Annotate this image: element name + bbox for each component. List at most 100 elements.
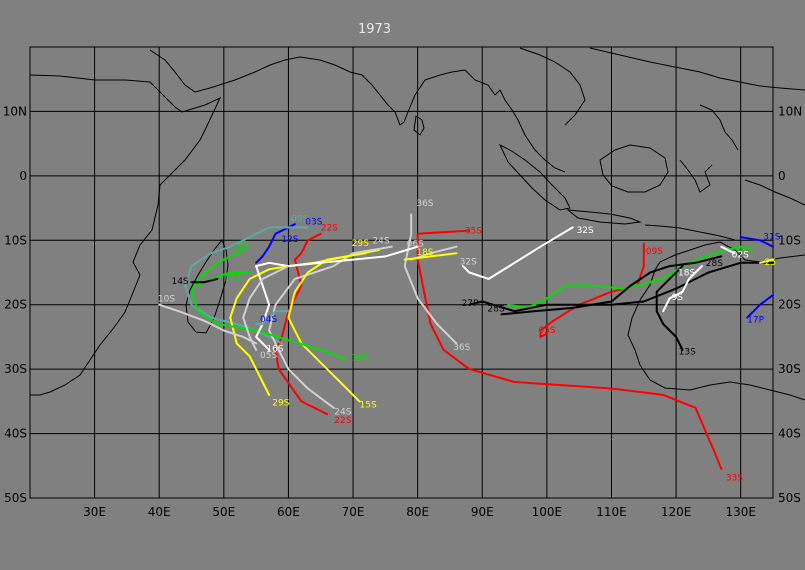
philippines-coastline <box>699 104 739 151</box>
track-label: 05S <box>260 351 277 361</box>
cyclone-track <box>416 229 723 470</box>
track-label: 22S <box>321 223 338 233</box>
track-label: 36S <box>736 245 753 255</box>
track-label: 04S <box>260 315 277 325</box>
map-frame <box>29 46 774 499</box>
new-guinea-coastline <box>744 179 805 206</box>
x-tick-label: 90E <box>471 505 494 519</box>
track-label: 28S <box>487 305 504 315</box>
track-label: 29S <box>272 399 289 409</box>
cyclone-track <box>255 223 296 264</box>
track-label: 12S <box>281 235 298 245</box>
track-label: 10S <box>158 294 175 304</box>
india-coastline <box>334 64 466 126</box>
track-label: 27P <box>462 299 479 309</box>
cyclone-track <box>720 245 736 255</box>
track-label: 16S <box>232 242 249 252</box>
axis-tick-labels: 30E 40E 50E 60E 70E 80E 90E 100E 110E 120E 130E 10N… <box>3 104 803 519</box>
track-label: 18S <box>416 248 433 258</box>
lesser-sunda-islands <box>644 224 736 241</box>
cyclone-track <box>403 213 458 345</box>
china-coastline <box>589 47 805 91</box>
y-tick-label-right: 50S <box>778 491 801 505</box>
track-label: 08S <box>291 214 308 224</box>
track-label: 32S <box>460 258 477 268</box>
x-tick-label: 100E <box>532 505 563 519</box>
track-label: 35S <box>465 227 482 237</box>
x-tick-label: 120E <box>661 505 692 519</box>
cyclone-track <box>500 255 723 316</box>
map-title: 1973 <box>357 22 392 37</box>
y-tick-label-right: 30S <box>778 362 801 376</box>
track-label: 06S <box>407 240 424 250</box>
cyclone-track <box>242 265 290 351</box>
cyclone-track <box>255 310 290 325</box>
x-tick-label: 50E <box>212 505 235 519</box>
cyclone-track <box>662 265 703 313</box>
lat-lon-grid <box>29 46 774 499</box>
sumatra <box>498 143 571 211</box>
cyclone-track <box>539 242 645 338</box>
cyclone-tracks <box>158 213 774 470</box>
y-tick-label-left: 50S <box>4 491 27 505</box>
cyclone-track <box>229 249 380 396</box>
cyclone-track <box>287 252 367 403</box>
track-label: 15S <box>360 401 377 411</box>
track-label: 22S <box>334 416 351 426</box>
track-label: 18S <box>678 269 695 279</box>
y-tick-label-left: 30S <box>4 362 27 376</box>
indochina-coastline <box>519 47 586 126</box>
track-label: 03S <box>305 218 322 228</box>
x-tick-label: 130E <box>725 505 756 519</box>
cyclone-track <box>507 245 742 309</box>
sulawesi-coastline <box>679 159 713 193</box>
track-label: 28S <box>706 259 723 269</box>
track-label: 14S <box>171 277 188 287</box>
x-tick-label: 80E <box>406 505 429 519</box>
madagascar <box>185 239 229 334</box>
cyclone-track <box>759 258 774 264</box>
track-label: 09S <box>646 247 663 257</box>
cyclone-track <box>655 265 684 351</box>
track-label: 31S <box>763 232 780 242</box>
cyclone-track <box>158 303 258 345</box>
y-tick-label-right: 10N <box>778 104 802 118</box>
borneo <box>599 144 669 193</box>
africa-coastline <box>29 74 222 396</box>
track-label: 05S <box>538 326 555 336</box>
cyclone-track <box>739 236 774 248</box>
cyclone-track <box>403 252 458 261</box>
cyclone-track <box>255 245 419 351</box>
x-tick-label: 70E <box>342 505 365 519</box>
x-tick-label: 30E <box>83 505 106 519</box>
cyclone-track <box>461 226 574 280</box>
sri-lanka <box>413 115 425 136</box>
y-tick-label-right: 0 <box>778 169 786 183</box>
y-tick-label-right: 40S <box>778 427 801 441</box>
y-tick-label-left: 0 <box>19 169 27 183</box>
track-label: 29S <box>352 239 369 249</box>
track-label: 17S <box>224 274 241 284</box>
australia-coastline <box>627 261 805 401</box>
y-tick-label-left: 40S <box>4 427 27 441</box>
x-tick-label: 60E <box>277 505 300 519</box>
track-label: 02S <box>732 250 749 260</box>
y-tick-label-left: 20S <box>4 298 27 312</box>
y-tick-label-right: 10S <box>778 233 801 247</box>
track-label: 24S <box>372 236 389 246</box>
track-label: 25 <box>765 258 776 268</box>
track-label: 9S <box>672 293 684 303</box>
track-label: 17P <box>747 316 764 326</box>
java <box>566 209 642 225</box>
track-label: 36S <box>453 343 470 353</box>
cyclone-track <box>268 245 393 409</box>
cyclone-track <box>274 232 329 416</box>
cyclone-track <box>468 261 774 313</box>
y-tick-label-right: 20S <box>778 298 801 312</box>
y-tick-label-left: 10S <box>4 233 27 247</box>
cyclone-track <box>190 249 348 361</box>
track-label: 33S <box>726 473 743 483</box>
track-label: 16S <box>266 345 283 355</box>
arabia-coastline <box>149 49 336 93</box>
